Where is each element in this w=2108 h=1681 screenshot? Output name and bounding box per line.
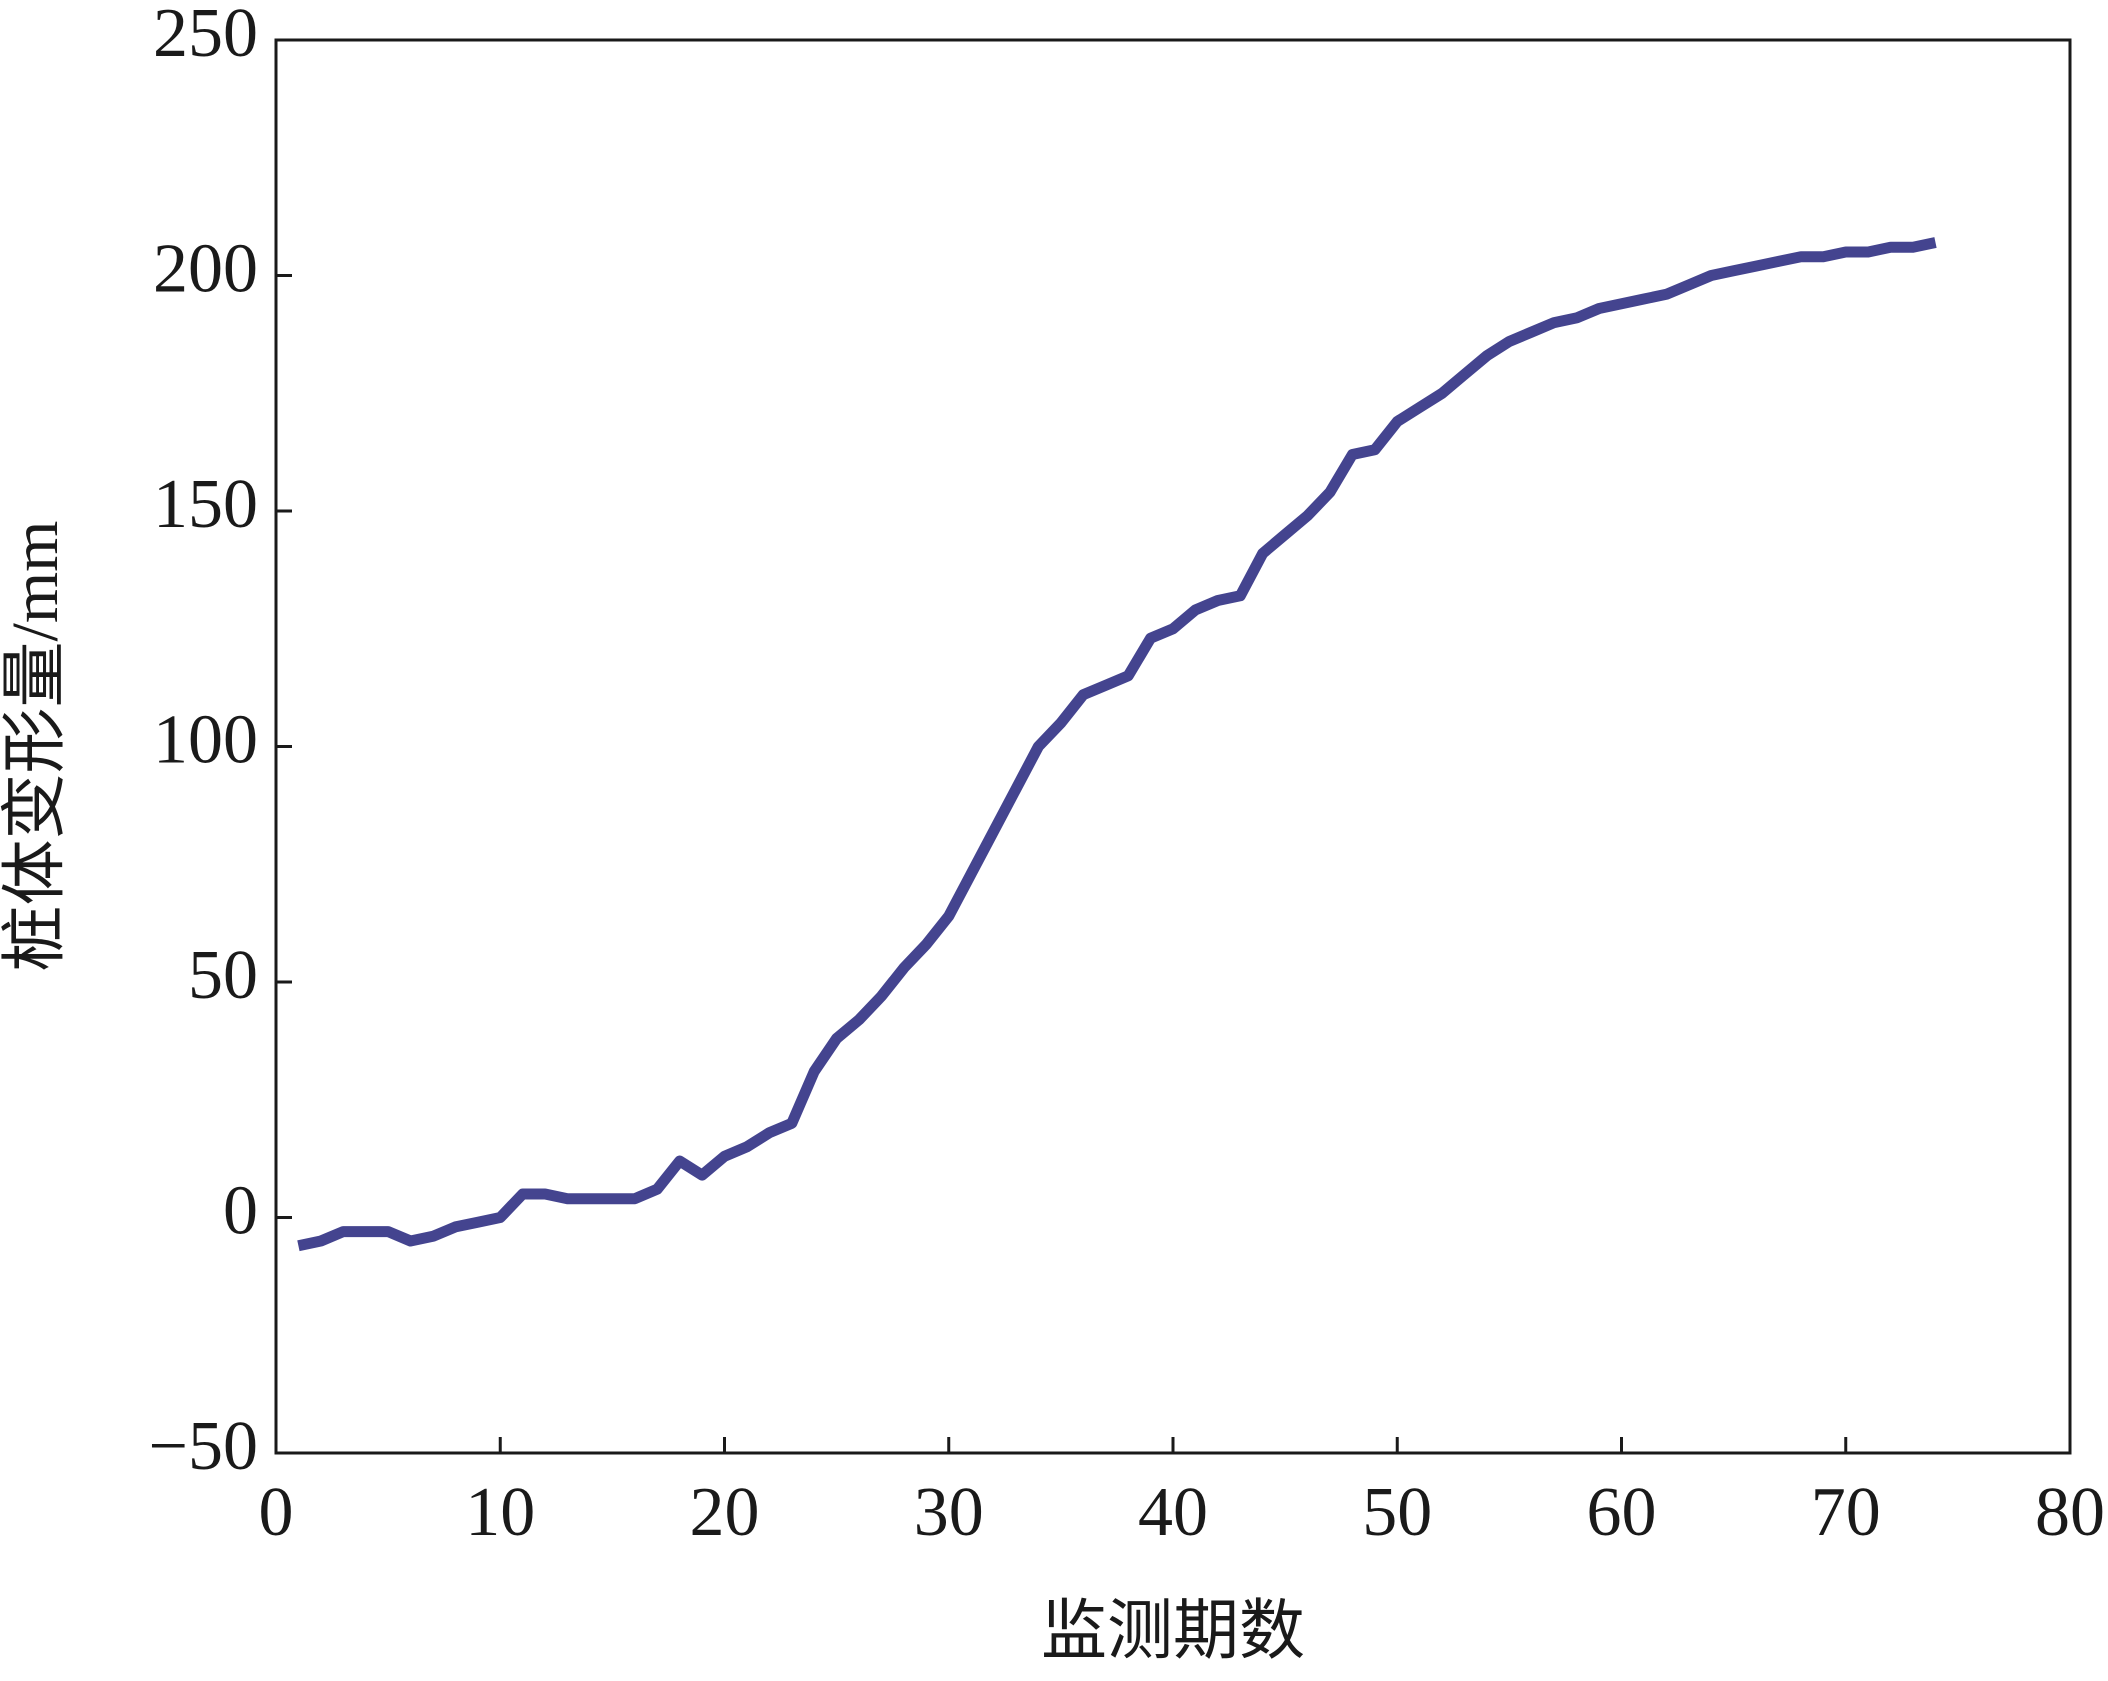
y-tick-label: 200 xyxy=(153,231,258,308)
x-tick-label: 70 xyxy=(1811,1474,1881,1551)
x-tick-label: 30 xyxy=(914,1474,984,1551)
y-tick-label: −50 xyxy=(149,1408,258,1485)
x-tick-label: 80 xyxy=(2035,1474,2105,1551)
x-tick-label: 0 xyxy=(259,1474,294,1551)
y-tick-label: 100 xyxy=(153,702,258,779)
x-axis-title: 监测期数 xyxy=(1041,1595,1305,1668)
y-tick-label: 50 xyxy=(188,937,258,1014)
x-tick-label: 20 xyxy=(690,1474,760,1551)
x-tick-label: 10 xyxy=(465,1474,535,1551)
y-tick-label: 250 xyxy=(153,0,258,72)
y-tick-label: 0 xyxy=(223,1173,258,1250)
data-line xyxy=(297,237,1937,1252)
y-axis-title: 桩体变形量/mm xyxy=(0,520,72,971)
y-tick-label: 150 xyxy=(153,466,258,543)
x-tick-label: 50 xyxy=(1362,1474,1432,1551)
x-tick-label: 40 xyxy=(1138,1474,1208,1551)
x-tick-label: 60 xyxy=(1587,1474,1657,1551)
